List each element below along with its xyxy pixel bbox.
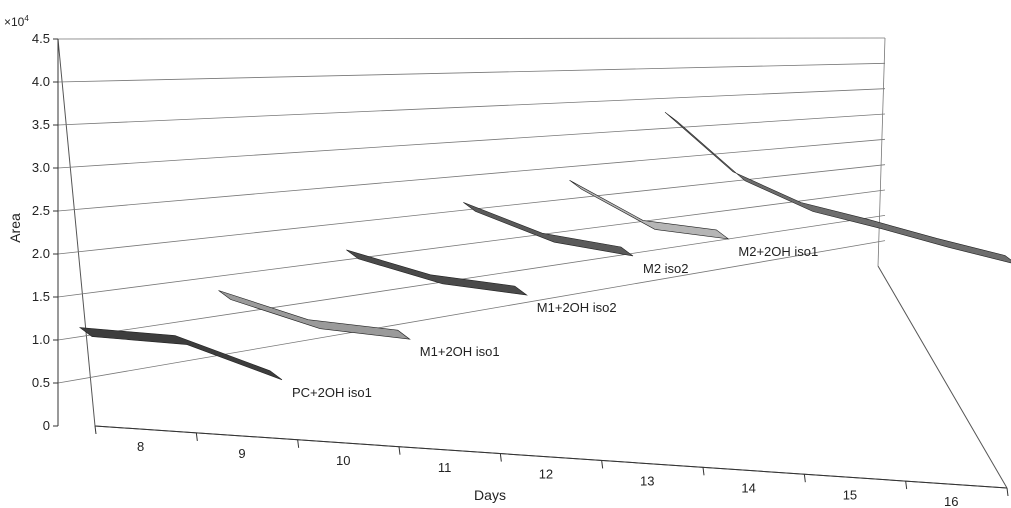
floor-right-edge [877,265,1008,489]
gridline [57,62,886,83]
series-ribbon: PC+2OH iso1 [78,327,372,400]
y-multiplier-label: ×104 [4,14,29,29]
series-ribbon: M2+2OH iso1 [569,180,818,259]
x-tick-label: 12 [539,467,553,482]
y-tick-label: 4.5 [32,31,50,46]
y-axis-title: Area [7,213,23,243]
x-tick-mark [702,467,705,476]
series-ribbon: M2+2OH iso2 [664,111,1011,264]
gridline [57,113,886,169]
x-tick-label: 8 [137,439,144,454]
y-tick-label: 1.0 [32,332,50,347]
x-tick-mark [398,446,401,455]
x-tick-label: 14 [741,480,755,495]
x-tick-mark [195,432,198,441]
y-tick-label: 2.5 [32,203,50,218]
series-label: M1+2OH iso1 [420,344,500,359]
series-ribbon: M2 iso2 [463,202,689,276]
y-tick-label: 3.5 [32,117,50,132]
series-label: M1+2OH iso2 [537,300,617,315]
x-axis-title: Days [474,487,506,503]
series-label: PC+2OH iso1 [292,385,372,400]
x-tick-label: 13 [640,474,654,489]
series-label: M2+2OH iso1 [738,244,818,259]
x-tick-mark [905,481,908,490]
x-tick-label: 10 [336,453,350,468]
x-tick-mark [601,460,604,469]
x-tick-label: 9 [238,446,245,461]
back-wall-left-edge [57,38,96,427]
series-label: M2 iso2 [643,261,689,276]
gridline [57,164,886,255]
series-layer: M2+2OH iso2M2+2OH iso1 M2 iso2 M1+2OH iso2… [78,111,1011,400]
x-tick-mark [803,474,806,483]
series-ribbon-face [569,180,730,240]
series-ribbon-face [346,249,528,296]
x-tick-mark [499,453,502,462]
gridline [57,138,886,212]
series-ribbon: M1+2OH iso1 [218,290,500,359]
x-tick-mark [297,439,300,448]
series-ribbon-face [664,111,1011,264]
chart-walls [57,38,1008,489]
y-tick-label: 1.5 [32,289,50,304]
y-tick-label: 2.0 [32,246,50,261]
gridline [57,189,886,298]
y-tick-label: 0.5 [32,375,50,390]
y-tick-label: 4.0 [32,74,50,89]
x-axis-line [94,425,1008,489]
series-ribbon-face [218,290,411,340]
y-axis: 0 0.5 1.0 1.5 2.0 2.5 3.0 3.5 4.0 4.5 ×104 Area [4,14,59,433]
gridline [57,88,886,126]
series-ribbon-face [463,202,634,257]
y-tick-label: 3.0 [32,160,50,175]
back-wall-right-edge [877,37,886,267]
x-tick-label: 15 [843,487,857,502]
x-tick-mark [94,425,97,435]
x-tick-mark [1006,487,1009,497]
gridline [57,214,886,341]
gridline [57,37,886,40]
gridlines [57,37,886,384]
x-tick-label: 11 [438,460,452,475]
y-tick-label: 0 [43,418,50,433]
series-ribbon: M1+2OH iso2 [346,249,617,315]
gridline [57,240,886,384]
x-tick-label: 16 [944,494,958,508]
x-axis: 8 9 10 11 12 13 14 15 16 Days [94,425,1009,508]
series-ribbon-face [78,327,283,381]
